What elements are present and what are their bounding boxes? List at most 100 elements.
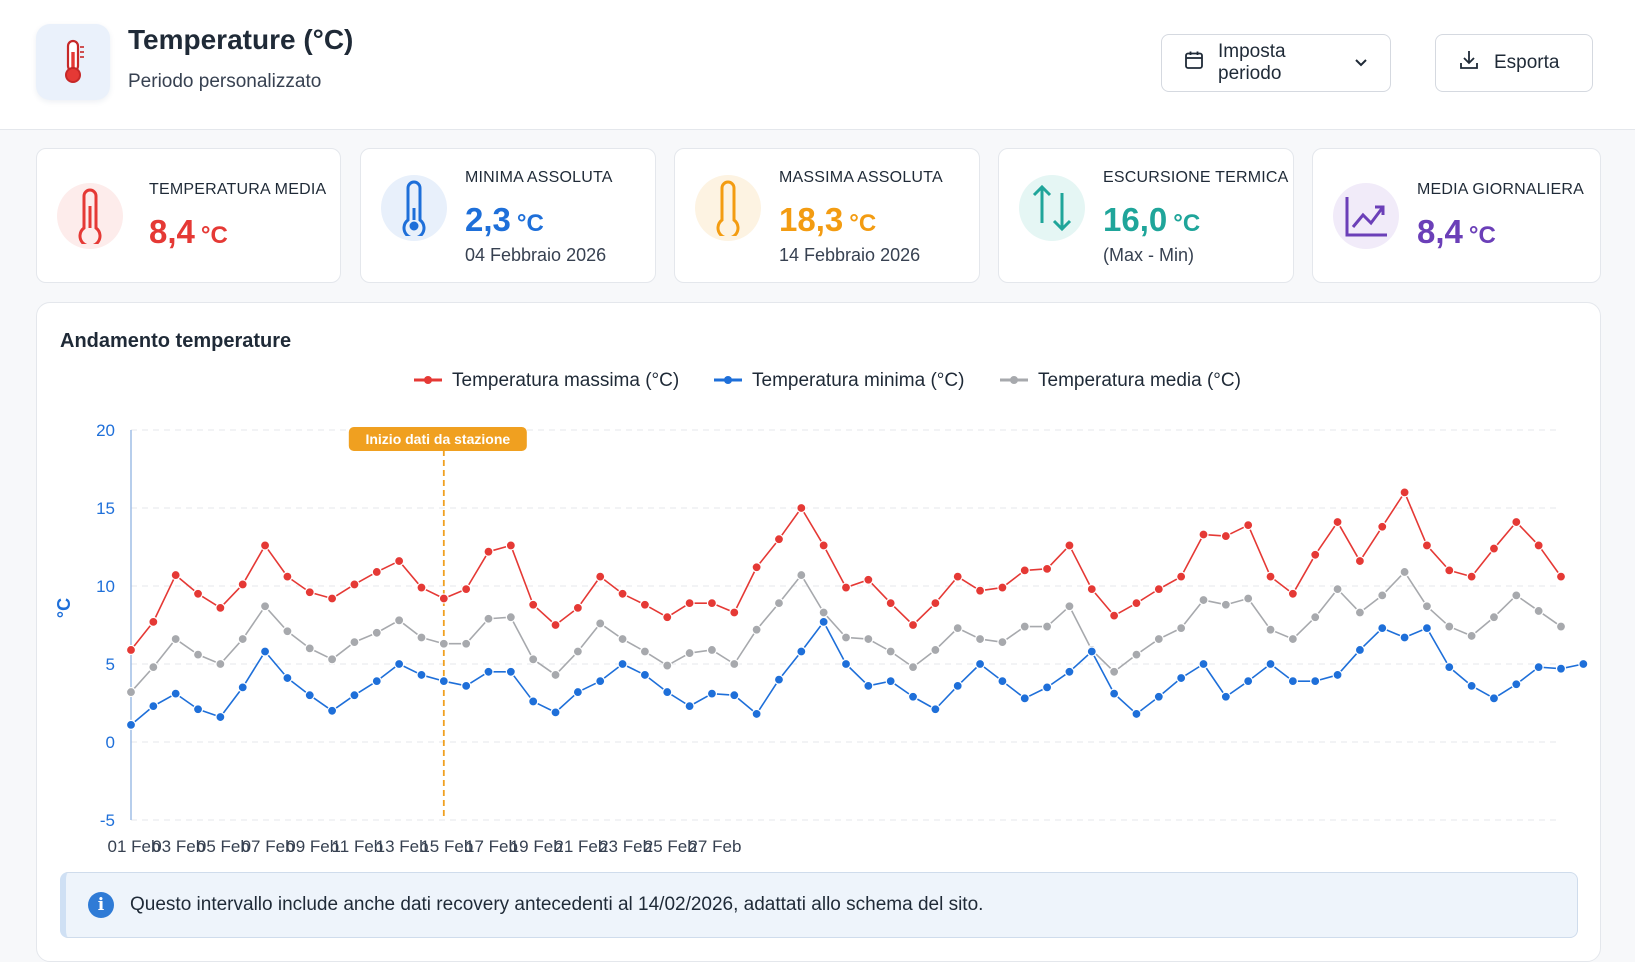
data-point bbox=[1310, 676, 1321, 687]
data-point bbox=[751, 708, 762, 720]
data-point bbox=[438, 638, 449, 649]
data-point bbox=[1511, 516, 1522, 528]
data-point bbox=[1064, 666, 1075, 677]
data-point bbox=[394, 615, 405, 626]
data-point bbox=[1019, 621, 1030, 632]
thermometer-low-icon bbox=[381, 175, 447, 241]
data-point bbox=[729, 658, 740, 670]
data-point bbox=[125, 719, 137, 730]
data-point bbox=[1354, 607, 1366, 618]
data-point bbox=[684, 647, 695, 659]
data-point bbox=[885, 598, 896, 609]
x-tick-label: 23 Feb bbox=[599, 837, 652, 856]
x-tick-label: 21 Feb bbox=[554, 837, 607, 856]
data-point bbox=[1176, 672, 1187, 684]
data-point bbox=[1511, 590, 1522, 601]
export-button[interactable]: Esporta bbox=[1435, 34, 1593, 92]
data-point bbox=[1041, 621, 1053, 632]
data-point bbox=[662, 686, 673, 698]
data-point bbox=[572, 646, 583, 657]
data-point bbox=[1064, 601, 1075, 612]
data-point bbox=[170, 688, 181, 699]
x-tick-label: 07 Feb bbox=[242, 837, 295, 856]
data-point bbox=[840, 632, 852, 643]
data-point bbox=[304, 690, 315, 701]
data-point bbox=[1399, 566, 1410, 578]
card-note: 04 Febbraio 2026 bbox=[465, 245, 607, 265]
data-point bbox=[1533, 605, 1544, 617]
data-point bbox=[1533, 540, 1544, 551]
data-point bbox=[1220, 530, 1231, 542]
period-dropdown-button[interactable]: Imposta periodo bbox=[1161, 34, 1391, 92]
y-tick-label: 0 bbox=[106, 733, 115, 752]
data-point bbox=[326, 654, 338, 665]
chart-card bbox=[36, 302, 1601, 962]
data-point bbox=[930, 704, 941, 715]
data-point bbox=[1176, 623, 1187, 634]
data-point bbox=[1243, 676, 1254, 687]
data-point bbox=[1421, 540, 1433, 551]
data-point bbox=[1153, 633, 1164, 645]
card-note: 14 Febbraio 2026 bbox=[779, 245, 921, 265]
data-point bbox=[1064, 540, 1075, 551]
x-tick-label: 25 Feb bbox=[644, 837, 697, 856]
data-point bbox=[639, 669, 651, 681]
data-point bbox=[1511, 679, 1522, 690]
data-point bbox=[907, 691, 919, 702]
data-point bbox=[371, 627, 382, 638]
card-label: TEMPERATURA MEDIA bbox=[149, 181, 327, 198]
y-tick-label: 20 bbox=[96, 421, 115, 440]
thermometer-icon bbox=[36, 24, 110, 100]
data-point bbox=[371, 676, 382, 687]
legend-label: Temperatura media (°C) bbox=[1038, 370, 1241, 391]
up-down-arrows-icon bbox=[1019, 175, 1085, 241]
data-point bbox=[974, 658, 986, 670]
data-point bbox=[1109, 688, 1120, 699]
data-point bbox=[349, 637, 360, 648]
data-point bbox=[1109, 610, 1120, 621]
y-tick-label: 15 bbox=[96, 499, 115, 518]
data-point bbox=[1310, 612, 1321, 623]
kpi-card-thermal-range: ESCURSIONE TERMICA 16,0 °C (Max - Min) bbox=[998, 148, 1294, 283]
data-point bbox=[237, 633, 248, 645]
legend-marker bbox=[1010, 376, 1018, 384]
data-point bbox=[1332, 669, 1343, 681]
data-point bbox=[1332, 584, 1343, 595]
data-point bbox=[483, 613, 494, 624]
x-tick-label: 03 Feb bbox=[152, 837, 205, 856]
data-point bbox=[1041, 563, 1053, 574]
data-point bbox=[304, 587, 315, 598]
data-point bbox=[1131, 598, 1142, 609]
data-point bbox=[394, 658, 405, 670]
data-point bbox=[1399, 487, 1410, 498]
legend-label: Temperatura minima (°C) bbox=[752, 370, 964, 391]
data-point bbox=[639, 646, 651, 657]
data-point bbox=[550, 669, 561, 681]
data-point bbox=[1198, 594, 1209, 606]
data-point bbox=[505, 540, 516, 551]
x-tick-label: 01 Feb bbox=[108, 837, 161, 856]
data-point bbox=[1287, 633, 1298, 645]
data-point bbox=[215, 711, 226, 723]
data-point bbox=[818, 616, 829, 627]
data-point bbox=[304, 643, 315, 654]
x-tick-label: 13 Feb bbox=[376, 837, 429, 856]
data-point bbox=[1354, 644, 1366, 656]
data-point bbox=[974, 633, 986, 645]
data-point bbox=[840, 582, 852, 593]
x-tick-label: 17 Feb bbox=[465, 837, 518, 856]
x-tick-label: 19 Feb bbox=[510, 837, 563, 856]
data-point bbox=[1578, 658, 1589, 670]
data-point bbox=[1287, 676, 1298, 687]
data-point bbox=[706, 598, 718, 609]
card-label: MEDIA GIORNALIERA bbox=[1417, 181, 1584, 198]
data-point bbox=[1444, 621, 1455, 632]
data-point bbox=[751, 624, 762, 635]
card-value: 2,3 °C bbox=[465, 201, 544, 238]
data-point bbox=[1421, 623, 1433, 634]
data-point bbox=[528, 599, 539, 610]
data-point bbox=[818, 607, 829, 618]
data-point bbox=[550, 707, 561, 718]
card-note: (Max - Min) bbox=[1103, 245, 1194, 265]
data-point bbox=[1466, 630, 1477, 642]
